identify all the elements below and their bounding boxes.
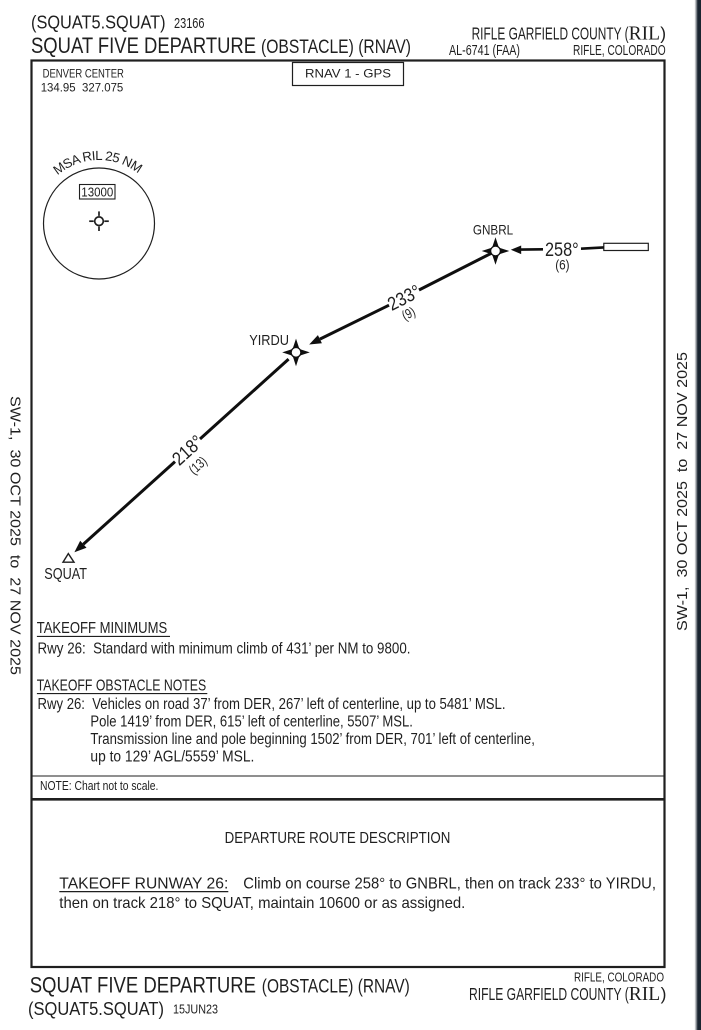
svg-text:(SQUAT5.SQUAT): (SQUAT5.SQUAT) (28, 999, 164, 1019)
svg-text:MSA RIL 25 NM: MSA RIL 25 NM (50, 147, 145, 178)
svg-text:SW-1, 30 OCT 2025 to 27 NOV: SW-1, 30 OCT 2025 to 27 NOV 2025 (6, 396, 23, 675)
svg-text:SQUAT FIVE DEPARTURE: SQUAT FIVE DEPARTURE (31, 33, 256, 58)
svg-text:TAKEOFF OBSTACLE NOTES: TAKEOFF OBSTACLE NOTES (37, 677, 207, 694)
svg-text:RNAV 1 - GPS: RNAV 1 - GPS (305, 66, 391, 80)
svg-text:then on track 218° to SQUAT, m: then on track 218° to SQUAT, maintain 10… (59, 895, 465, 912)
svg-text:(SQUAT5.SQUAT): (SQUAT5.SQUAT) (31, 12, 166, 32)
svg-text:GNBRL: GNBRL (473, 222, 513, 238)
svg-text:Climb on course 258° to GNBRL,: Climb on course 258° to GNBRL, then on t… (243, 876, 656, 893)
svg-text:DEPARTURE ROUTE DESCRIPTION: DEPARTURE ROUTE DESCRIPTION (225, 830, 451, 847)
svg-text:Pole 1419’ from DER, 615’ left: Pole 1419’ from DER, 615’ left of center… (90, 714, 413, 731)
svg-text:(6): (6) (555, 257, 569, 272)
svg-text:Transmission line and pole beg: Transmission line and pole beginning 150… (90, 731, 535, 748)
svg-text:Rwy 26: Vehicles on road 37’: Rwy 26: Vehicles on road 37’ from DER, 2… (38, 696, 506, 713)
svg-text:NOTE: Chart not to scale.: NOTE: Chart not to scale. (40, 778, 158, 793)
svg-text:YIRDU: YIRDU (249, 332, 289, 349)
svg-text:134.95 327.075: 134.95 327.075 (41, 80, 124, 94)
svg-text:AL-6741 (FAA): AL-6741 (FAA) (449, 43, 520, 59)
svg-text:TAKEOFF RUNWAY 26:: TAKEOFF RUNWAY 26: (59, 876, 228, 893)
svg-text:(OBSTACLE) (RNAV): (OBSTACLE) (RNAV) (261, 37, 411, 58)
svg-text:15JUN23: 15JUN23 (173, 1002, 218, 1017)
svg-text:(9): (9) (399, 304, 417, 323)
svg-text:): ) (661, 984, 667, 1004)
svg-text:RIL: RIL (629, 24, 660, 45)
svg-text:RIFLE, COLORADO: RIFLE, COLORADO (573, 43, 666, 59)
svg-text:RIFLE GARFIELD COUNTY (: RIFLE GARFIELD COUNTY ( (472, 24, 629, 44)
svg-text:258°: 258° (545, 240, 579, 261)
svg-text:SQUAT: SQUAT (44, 566, 87, 583)
svg-text:up to 129’ AGL/5559’ MSL.: up to 129’ AGL/5559’ MSL. (90, 749, 254, 766)
svg-text:SQUAT FIVE DEPARTURE: SQUAT FIVE DEPARTURE (30, 972, 256, 997)
svg-text:): ) (660, 24, 666, 44)
svg-text:23166: 23166 (174, 15, 205, 32)
svg-text:RIFLE GARFIELD COUNTY (: RIFLE GARFIELD COUNTY ( (469, 984, 629, 1004)
svg-text:SW-1, 30 OCT 2025 to 27 NOV: SW-1, 30 OCT 2025 to 27 NOV 2025 (674, 352, 691, 631)
svg-text:TAKEOFF MINIMUMS: TAKEOFF MINIMUMS (37, 620, 168, 637)
svg-text:DENVER CENTER: DENVER CENTER (43, 67, 125, 81)
svg-text:Rwy 26: Standard with minimum: Rwy 26: Standard with minimum climb of 4… (38, 641, 411, 658)
svg-text:RIL: RIL (629, 984, 660, 1005)
svg-text:(OBSTACLE) (RNAV): (OBSTACLE) (RNAV) (262, 976, 410, 997)
svg-text:RIFLE, COLORADO: RIFLE, COLORADO (574, 970, 664, 985)
svg-text:13000: 13000 (81, 185, 113, 200)
